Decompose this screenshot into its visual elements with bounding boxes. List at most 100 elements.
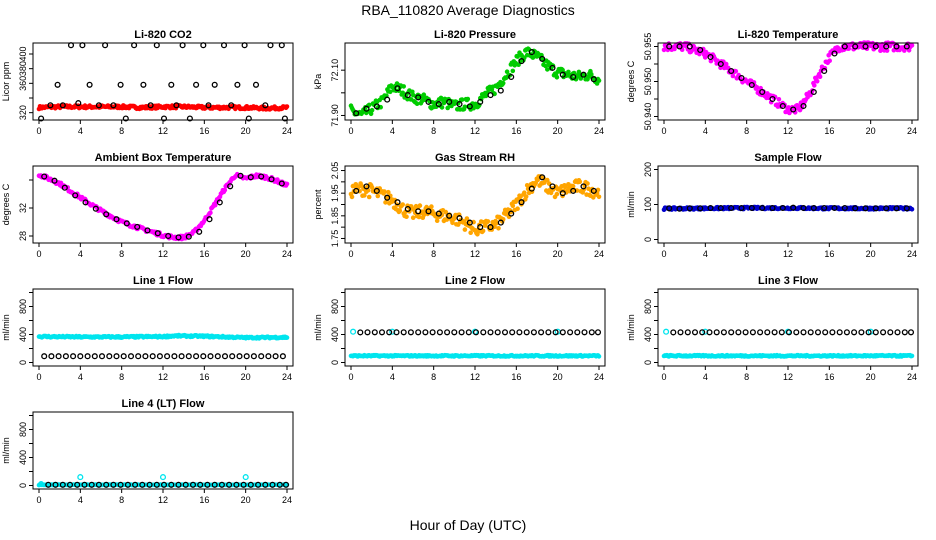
y-axis-label: ml/min bbox=[313, 314, 323, 341]
data-point bbox=[748, 204, 755, 212]
x-tick-label: 12 bbox=[470, 372, 480, 382]
panel-5: Gas Stream RH percent 0 4 8 12 16 20 24 1.75 1.85 1… bbox=[313, 152, 606, 259]
data-point bbox=[749, 329, 756, 336]
data-point bbox=[539, 55, 546, 62]
data-point bbox=[211, 81, 218, 88]
panel-title: Ambient Box Temperature bbox=[95, 152, 232, 164]
data-point bbox=[171, 353, 178, 360]
data-point bbox=[728, 329, 735, 336]
data-point bbox=[434, 218, 440, 223]
data-point bbox=[67, 42, 75, 49]
y-tick-label: 28 bbox=[18, 231, 28, 241]
data-point bbox=[751, 80, 757, 85]
data-point bbox=[218, 481, 225, 488]
series-average bbox=[666, 204, 910, 212]
x-tick-label: 24 bbox=[282, 249, 292, 259]
data-point bbox=[510, 68, 516, 74]
data-point bbox=[47, 102, 54, 109]
data-point bbox=[545, 67, 550, 72]
data-point bbox=[697, 46, 704, 54]
data-point bbox=[193, 81, 200, 88]
x-tick-label: 0 bbox=[36, 495, 41, 505]
data-point bbox=[77, 474, 84, 481]
data-point bbox=[81, 481, 88, 488]
x-tick-label: 12 bbox=[470, 249, 480, 259]
x-tick-label: 12 bbox=[783, 126, 793, 136]
data-point bbox=[429, 204, 434, 209]
data-point bbox=[779, 204, 786, 212]
data-point bbox=[216, 199, 223, 206]
data-point bbox=[252, 81, 260, 88]
data-point bbox=[903, 205, 910, 212]
data-point bbox=[113, 216, 120, 223]
data-point bbox=[134, 223, 141, 230]
data-point bbox=[535, 177, 540, 183]
data-point bbox=[707, 53, 714, 61]
panel-title: Line 3 Flow bbox=[758, 275, 818, 287]
data-point bbox=[559, 71, 566, 78]
data-point bbox=[258, 353, 265, 360]
data-point bbox=[462, 227, 468, 232]
data-point bbox=[800, 102, 807, 110]
data-point bbox=[265, 353, 272, 360]
data-point bbox=[907, 329, 915, 336]
data-point bbox=[127, 353, 135, 360]
x-tick-label: 4 bbox=[703, 249, 708, 259]
data-point bbox=[446, 98, 453, 105]
series-average bbox=[353, 49, 597, 117]
x-tick-label: 0 bbox=[348, 372, 353, 382]
data-point bbox=[480, 228, 486, 234]
data-point bbox=[435, 101, 442, 108]
data-point bbox=[91, 353, 98, 360]
data-point bbox=[464, 216, 470, 221]
data-point bbox=[596, 78, 602, 83]
data-point bbox=[567, 329, 574, 336]
y-tick-label: 800 bbox=[330, 299, 340, 314]
data-point bbox=[364, 329, 371, 336]
data-point bbox=[909, 43, 915, 48]
data-point bbox=[496, 226, 501, 231]
data-point bbox=[371, 329, 378, 336]
data-point bbox=[154, 230, 161, 237]
data-point bbox=[742, 329, 749, 336]
x-tick-label: 12 bbox=[158, 249, 168, 259]
data-point bbox=[48, 353, 55, 360]
y-tick-label: 72.10 bbox=[330, 59, 340, 82]
y-tick-label: 400 bbox=[643, 327, 653, 342]
data-point bbox=[666, 205, 673, 212]
x-tick-label: 16 bbox=[511, 126, 521, 136]
data-point bbox=[450, 220, 455, 226]
data-point bbox=[58, 180, 64, 186]
data-point bbox=[362, 193, 367, 198]
data-point bbox=[893, 43, 900, 50]
data-point bbox=[545, 329, 552, 336]
data-point bbox=[117, 481, 124, 488]
data-point bbox=[185, 233, 192, 240]
data-point bbox=[790, 204, 797, 211]
data-point bbox=[422, 329, 429, 336]
data-point bbox=[778, 329, 785, 336]
data-point bbox=[386, 189, 391, 195]
data-point bbox=[220, 42, 228, 49]
series-average bbox=[353, 174, 597, 231]
data-point bbox=[663, 328, 670, 335]
y-tick-label: 380 bbox=[18, 61, 28, 76]
data-point bbox=[590, 76, 597, 83]
data-point bbox=[378, 329, 386, 336]
data-point bbox=[425, 208, 432, 215]
panel-9: Line 3 Flow ml/min 0 4 8 12 16 20 24 0 400 800 bbox=[626, 275, 919, 382]
data-point bbox=[713, 329, 720, 336]
data-point bbox=[226, 481, 233, 488]
data-point bbox=[95, 102, 102, 109]
x-axis-label: Hour of Day (UTC) bbox=[409, 517, 527, 533]
data-point bbox=[164, 353, 171, 360]
x-tick-label: 16 bbox=[199, 126, 209, 136]
data-point bbox=[262, 102, 269, 109]
y-axis-label: kPa bbox=[313, 74, 323, 90]
x-tick-label: 20 bbox=[553, 372, 563, 382]
x-tick-label: 24 bbox=[907, 372, 917, 382]
series-average bbox=[41, 353, 286, 360]
data-point bbox=[574, 329, 581, 336]
data-point bbox=[865, 329, 872, 336]
data-point bbox=[159, 474, 167, 481]
